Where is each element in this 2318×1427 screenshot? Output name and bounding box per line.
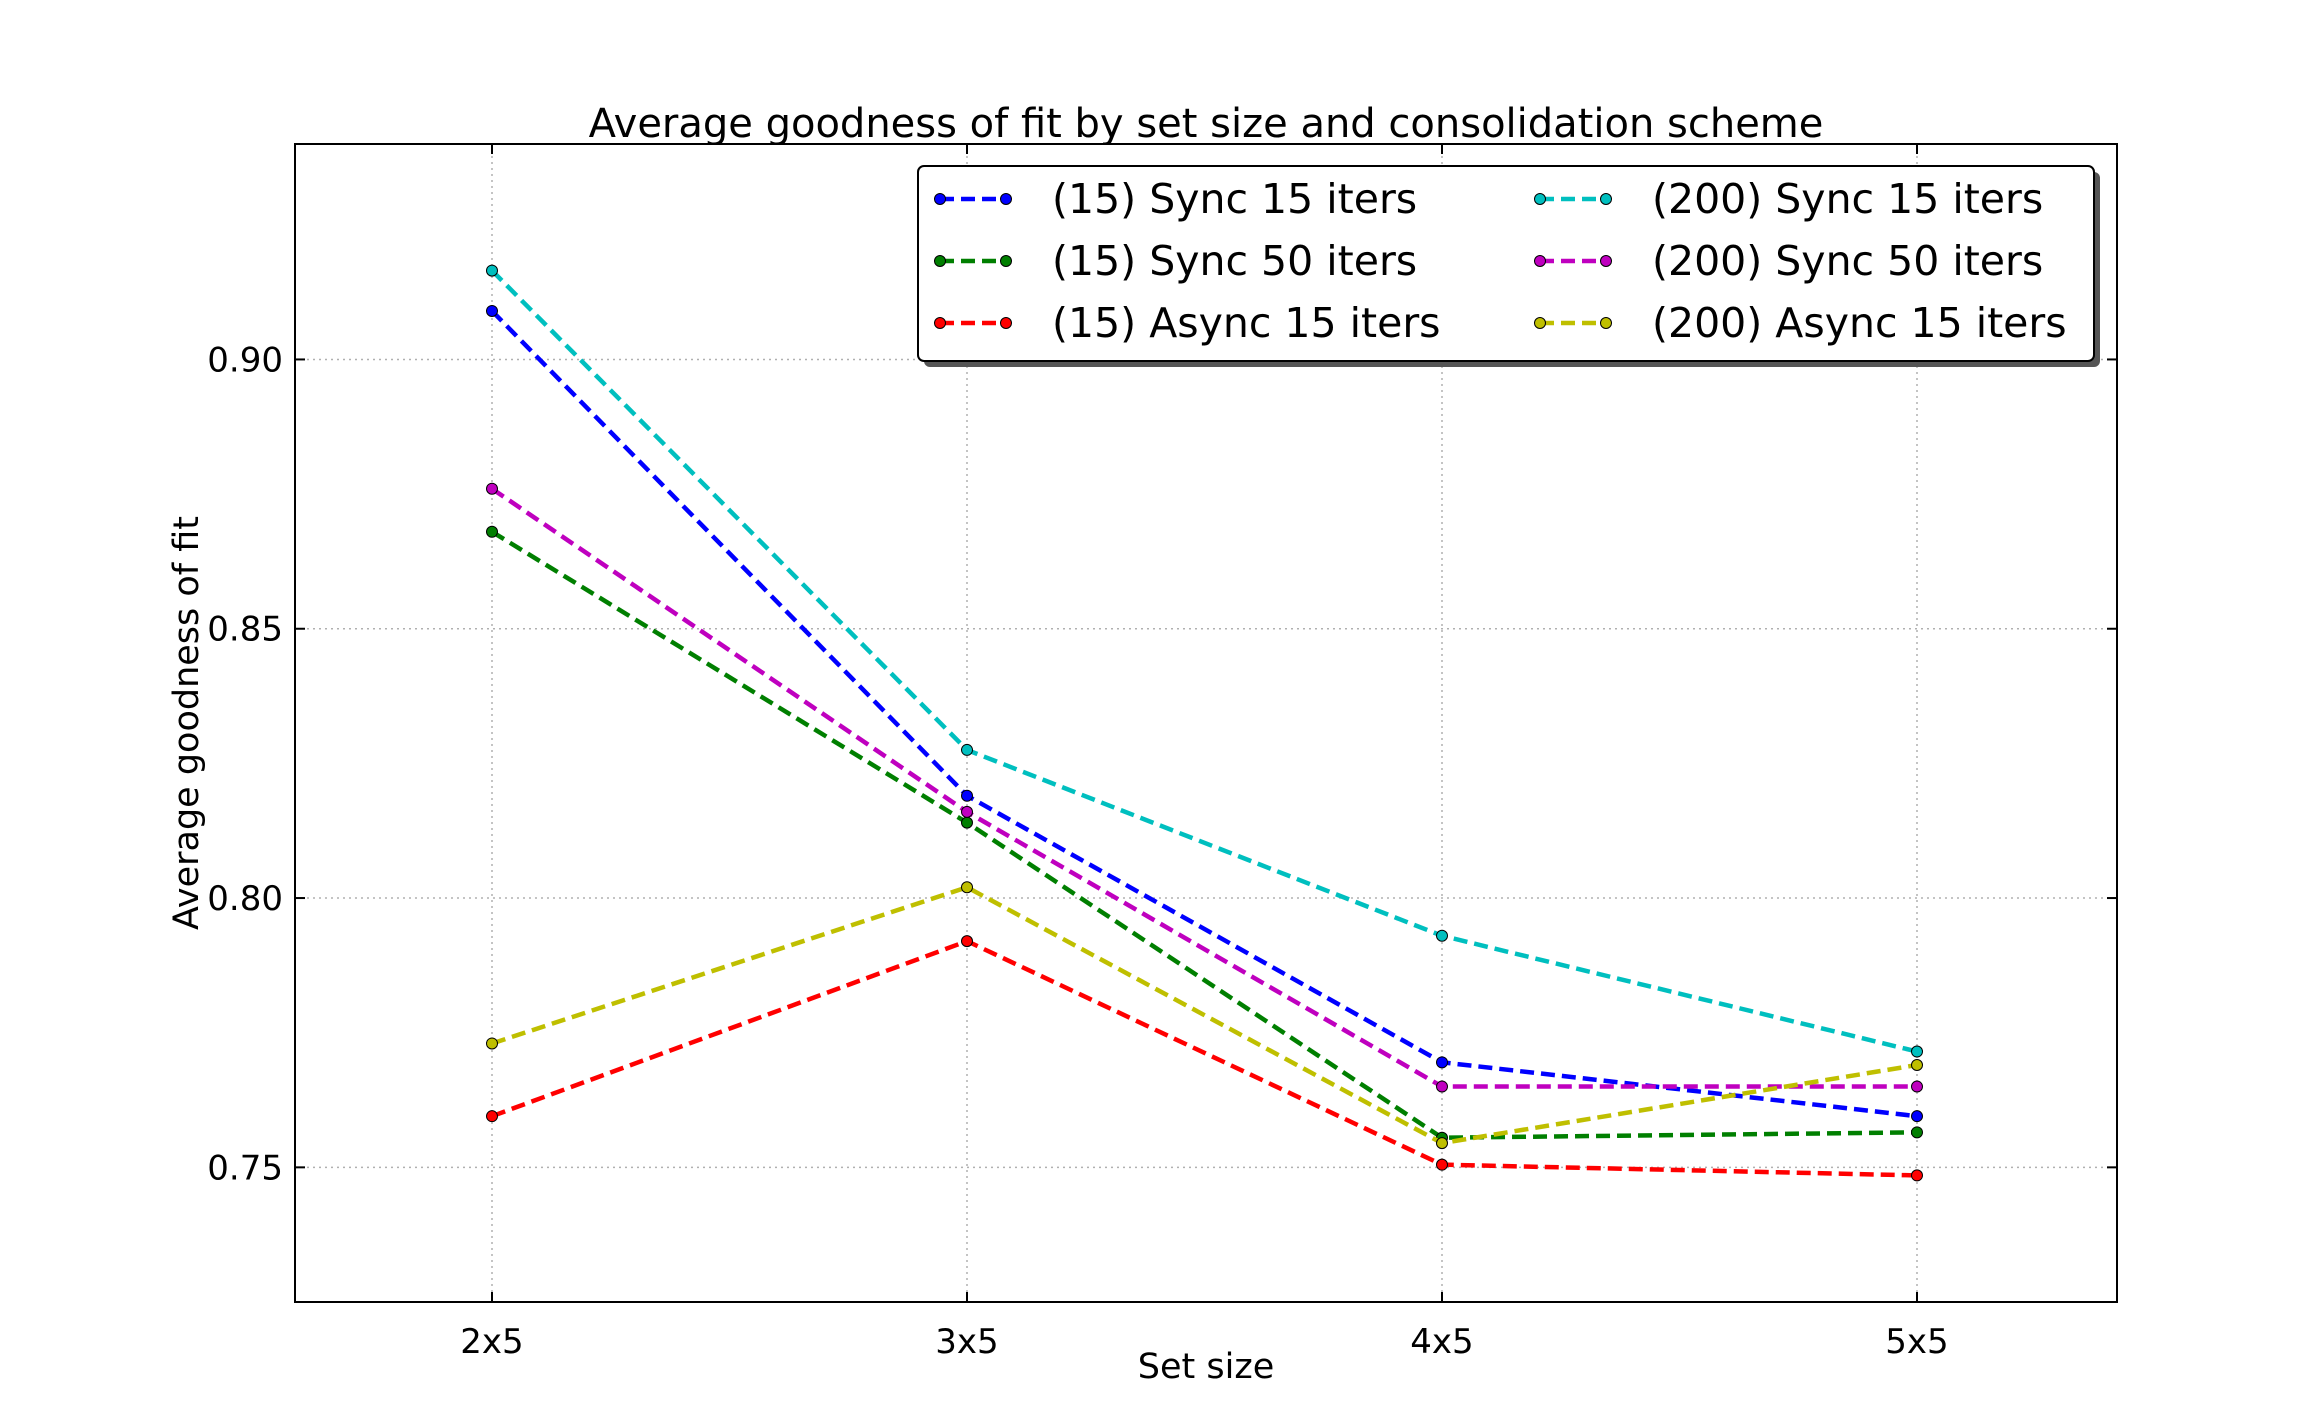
legend-label: (200) Sync 15 iters (1652, 175, 2043, 223)
legend-marker (934, 317, 946, 329)
legend-label: (15) Sync 15 iters (1052, 175, 1417, 223)
y-tick-label: 0.80 (207, 879, 283, 919)
data-point (1911, 1059, 1923, 1072)
legend-marker (1600, 255, 1612, 267)
data-point (1436, 1158, 1448, 1171)
y-axis-label: Average goodness of fit (167, 516, 207, 930)
series-group (486, 264, 1923, 1058)
data-point (1911, 1080, 1923, 1093)
x-tick-label: 3x5 (935, 1322, 998, 1362)
legend-marker (1600, 317, 1612, 329)
x-tick-label: 5x5 (1885, 1322, 1948, 1362)
x-tick-label: 2x5 (460, 1322, 523, 1362)
data-point (1436, 929, 1448, 942)
series-group (486, 304, 1923, 1123)
series-lines (486, 264, 1923, 1182)
y-tick-label: 0.85 (207, 610, 283, 650)
series-line (491, 884, 1918, 1146)
data-point (1911, 1126, 1923, 1139)
data-point (486, 1037, 498, 1050)
legend-marker (1000, 255, 1012, 267)
legend-marker (1534, 193, 1546, 205)
plot-frame (294, 143, 2118, 1303)
data-point (486, 1110, 498, 1123)
axis-ticks: 2x5 3x5 4x5 5x5 0.75 0.80 0.85 0.90 (207, 144, 2117, 1362)
y-tick-label: 0.90 (207, 340, 283, 380)
data-point (486, 304, 498, 317)
data-point (1436, 1137, 1448, 1150)
chart-title: Average goodness of fit by set size and … (589, 101, 1824, 147)
series-line (491, 938, 1918, 1178)
legend-item: (200) Sync 50 iters (1534, 237, 2043, 285)
data-point (486, 482, 498, 495)
legend-marker (1600, 193, 1612, 205)
legend-item: (15) Async 15 iters (934, 299, 1441, 347)
data-point (1911, 1169, 1923, 1182)
series-line (490, 268, 1918, 1054)
series-line (490, 486, 1917, 1089)
legend: (15) Sync 15 iters (15) Sync 50 iters (15)… (917, 165, 2100, 367)
x-axis-label: Set size (1138, 1347, 1274, 1387)
data-point (1436, 1056, 1448, 1069)
legend-marker (934, 255, 946, 267)
series-group (486, 525, 1923, 1144)
series-group (486, 881, 1923, 1150)
series-group (486, 935, 1923, 1182)
data-point (961, 935, 973, 948)
data-point (1911, 1110, 1923, 1123)
data-point (961, 816, 973, 829)
legend-marker (934, 193, 946, 205)
legend-marker (1534, 317, 1546, 329)
x-tick-label: 4x5 (1410, 1322, 1473, 1362)
data-point (961, 881, 973, 894)
data-point (1911, 1045, 1923, 1058)
legend-item: (200) Async 15 iters (1534, 299, 2067, 347)
y-tick-label: 0.75 (207, 1148, 283, 1188)
series-line (490, 529, 1918, 1140)
legend-label: (200) Sync 50 iters (1652, 237, 2043, 285)
legend-marker (1000, 317, 1012, 329)
data-point (486, 264, 498, 277)
legend-item: (15) Sync 50 iters (934, 237, 1417, 285)
data-point (961, 805, 973, 818)
data-point (961, 743, 973, 756)
legend-label: (15) Async 15 iters (1052, 299, 1441, 347)
legend-marker (1000, 193, 1012, 205)
legend-entries: (15) Sync 15 iters (15) Sync 50 iters (15)… (934, 175, 2067, 347)
data-point (961, 789, 973, 802)
data-point (1436, 1080, 1448, 1093)
legend-item: (15) Sync 15 iters (934, 175, 1417, 223)
series-group (486, 482, 1923, 1093)
legend-item: (200) Sync 15 iters (1534, 175, 2043, 223)
legend-box (917, 165, 2095, 362)
legend-label: (200) Async 15 iters (1652, 299, 2067, 347)
legend-marker (1534, 255, 1546, 267)
legend-label: (15) Sync 50 iters (1052, 237, 1417, 285)
series-line (490, 309, 1918, 1119)
data-point (486, 525, 498, 538)
